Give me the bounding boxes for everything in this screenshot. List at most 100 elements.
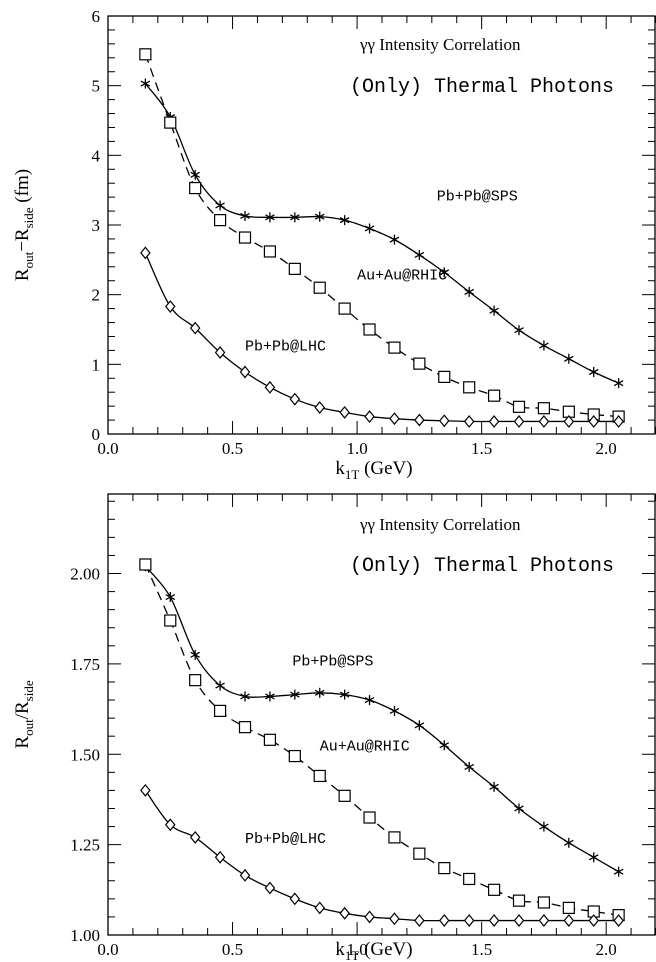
series-label: Au+Au@RHIC	[357, 267, 447, 284]
data-point	[464, 761, 474, 772]
data-point	[438, 862, 451, 875]
data-point	[439, 740, 450, 751]
data-point	[512, 400, 526, 413]
data-point	[238, 721, 252, 734]
data-point	[514, 803, 524, 814]
data-point	[214, 346, 226, 359]
chart-title: γγ Intensity Correlation	[359, 35, 521, 54]
x-tick-label: 0.0	[97, 940, 118, 959]
y-axis-label: Rout/Rside	[12, 680, 36, 748]
series-label: Pb+Pb@SPS	[292, 654, 373, 671]
data-point	[438, 914, 450, 927]
data-point	[489, 781, 499, 792]
data-point	[389, 705, 400, 716]
data-point	[190, 169, 200, 180]
data-point	[438, 370, 451, 383]
data-point	[314, 687, 325, 698]
data-point	[189, 321, 201, 335]
data-point	[140, 246, 151, 260]
series-label: Pb+Pb@LHC	[245, 338, 326, 355]
y-tick-label: 1.50	[70, 745, 100, 764]
data-point	[313, 769, 326, 783]
data-point	[164, 300, 176, 313]
data-point	[514, 325, 524, 336]
data-point	[563, 914, 575, 927]
data-point	[214, 850, 226, 864]
data-point	[588, 415, 600, 428]
chart-subtitle: (Only) Thermal Photons	[350, 555, 614, 578]
y-tick-label: 1.25	[70, 836, 100, 855]
data-point	[338, 302, 351, 315]
chart-title: γγ Intensity Correlation	[359, 515, 521, 534]
data-point	[588, 914, 600, 927]
data-point	[338, 789, 351, 802]
x-tick-label: 2.0	[596, 439, 617, 458]
y-tick-label: 3	[92, 216, 101, 235]
data-point	[363, 323, 376, 336]
data-point	[339, 906, 350, 920]
data-point	[265, 212, 275, 223]
series-Pb+Pb@SPS: Pb+Pb@SPS	[140, 78, 624, 389]
data-point	[564, 837, 574, 848]
data-point	[364, 910, 375, 924]
x-axis-label: k1T (GeV)	[335, 458, 412, 482]
data-point	[289, 392, 301, 406]
series-line	[144, 54, 619, 418]
data-point	[463, 872, 476, 886]
data-point	[464, 286, 474, 297]
data-point	[538, 415, 550, 428]
series-Pb+Pb@LHC: Pb+Pb@LHC	[140, 246, 624, 428]
data-point	[413, 847, 426, 860]
data-point	[414, 413, 425, 427]
data-point	[613, 415, 624, 428]
x-tick-label: 1.0	[346, 439, 367, 458]
data-point	[487, 389, 501, 402]
data-point	[165, 592, 176, 603]
data-point	[539, 340, 549, 351]
data-point	[562, 901, 575, 914]
data-point	[488, 914, 500, 927]
y-tick-label: 5	[92, 77, 101, 96]
y-tick-label: 1	[92, 355, 101, 374]
data-point	[215, 680, 225, 691]
data-point	[139, 558, 152, 571]
y-tick-label: 2	[92, 286, 101, 305]
data-point	[613, 914, 624, 927]
y-tick-label: 4	[92, 146, 101, 165]
data-point	[513, 914, 525, 927]
data-point	[314, 901, 326, 915]
data-point	[613, 378, 624, 389]
data-point	[388, 341, 401, 354]
data-point	[164, 614, 177, 627]
data-point	[563, 415, 575, 428]
data-point	[339, 689, 350, 700]
data-point	[215, 200, 225, 211]
series-Pb+Pb@LHC: Pb+Pb@LHC	[140, 783, 624, 927]
data-point	[463, 914, 475, 927]
data-point	[164, 818, 176, 832]
x-tick-label: 1.0	[346, 940, 367, 959]
data-point	[213, 704, 227, 717]
data-point	[389, 234, 400, 245]
data-point	[414, 914, 425, 927]
data-point	[564, 353, 574, 364]
data-point	[363, 811, 376, 824]
series-line	[144, 565, 619, 873]
data-point	[513, 415, 525, 428]
data-point	[463, 381, 476, 394]
data-point	[290, 689, 300, 700]
data-point	[364, 223, 375, 234]
y-tick-label: 0	[92, 425, 101, 444]
data-point	[339, 405, 350, 419]
x-tick-label: 1.5	[471, 439, 492, 458]
data-point	[288, 749, 301, 763]
x-tick-label: 0.5	[222, 940, 243, 959]
series-label: Pb+Pb@SPS	[437, 189, 518, 206]
data-point	[613, 866, 624, 877]
data-point	[512, 894, 526, 907]
data-point	[290, 212, 300, 223]
x-tick-label: 0.5	[222, 439, 243, 458]
data-point	[388, 831, 401, 844]
data-point	[164, 116, 177, 129]
